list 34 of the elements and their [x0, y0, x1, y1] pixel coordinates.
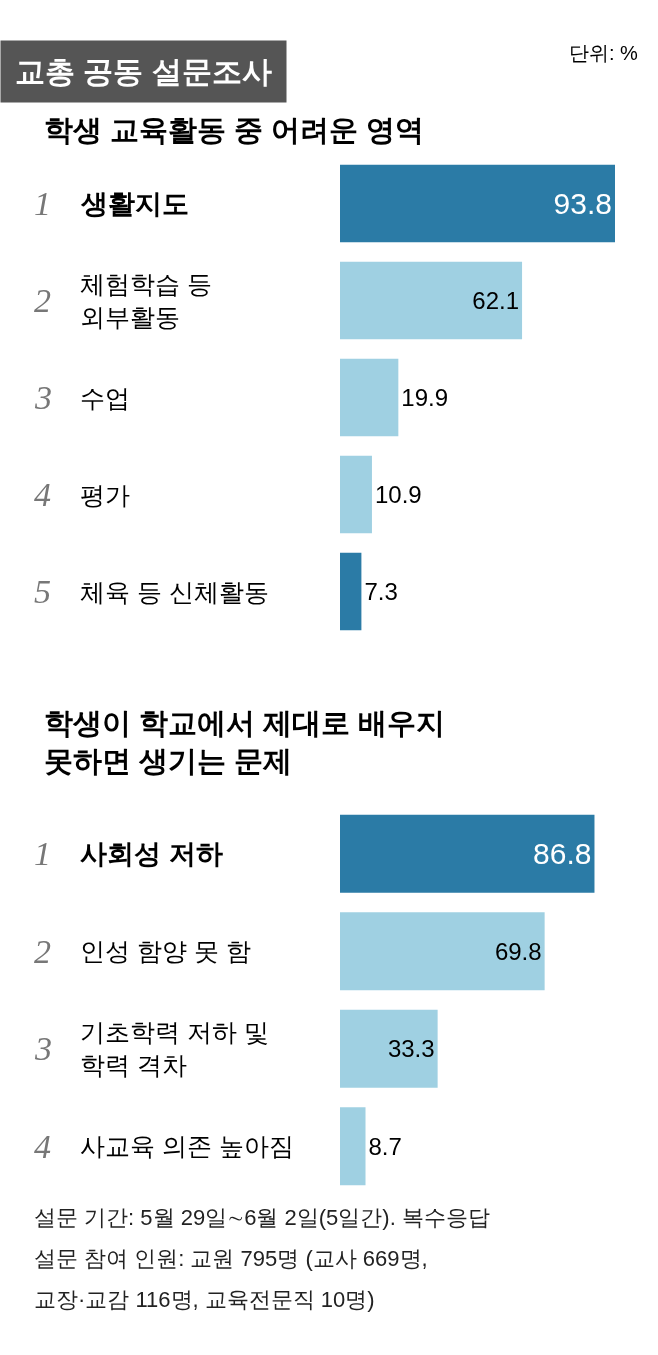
data-label: 62.1	[472, 287, 520, 314]
bar	[340, 552, 362, 631]
bar	[340, 1107, 366, 1186]
category-label: 5 체육 등 신체활동	[34, 573, 269, 610]
chart-title: 학생이 학교에서 제대로 배우지 못하면 생기는 문제	[44, 707, 446, 777]
data-label: 8.7	[368, 1132, 402, 1160]
category-label: 3 기초학력 저하 및 학력 격차	[35, 1018, 269, 1079]
category-label: 1 사회성 저하	[34, 835, 223, 872]
text: 설문 참여 인원: 교원 795명 (교사 669명,	[34, 1246, 428, 1271]
bar	[340, 1009, 438, 1088]
data-label: 69.8	[494, 937, 542, 965]
category-label: 4 사교육 의존 높아짐	[34, 1128, 294, 1165]
text: 교총 공동 설문조사	[15, 55, 272, 88]
bar	[340, 358, 399, 437]
data-label: 93.8	[553, 187, 612, 220]
text: 설문 기간: 5월 29일∼6월 2일(5일간). 복수응답	[34, 1205, 490, 1230]
bar	[340, 261, 523, 340]
text: 단위: %	[569, 42, 639, 64]
data-label: 10.9	[374, 481, 422, 508]
category-label: 2 인성 함양 못 함	[34, 933, 251, 970]
category-label: 2 체험학습 등 외부활동	[34, 270, 212, 331]
category-label: 4 평가	[34, 476, 130, 513]
bar	[340, 164, 615, 243]
bar	[340, 912, 545, 991]
bar	[340, 455, 372, 534]
chart-title: 학생 교육활동 중 어려운 영역	[44, 114, 425, 146]
data-label: 86.8	[533, 837, 592, 871]
bar	[340, 814, 595, 893]
category-label: 3 수업	[35, 379, 130, 416]
text: 교장·교감 116명, 교육전문직 10명)	[34, 1287, 375, 1312]
data-label: 19.9	[401, 384, 449, 411]
category-label: 1 생활지도	[34, 185, 189, 222]
data-label: 7.3	[364, 578, 398, 605]
data-label: 33.3	[387, 1035, 435, 1063]
